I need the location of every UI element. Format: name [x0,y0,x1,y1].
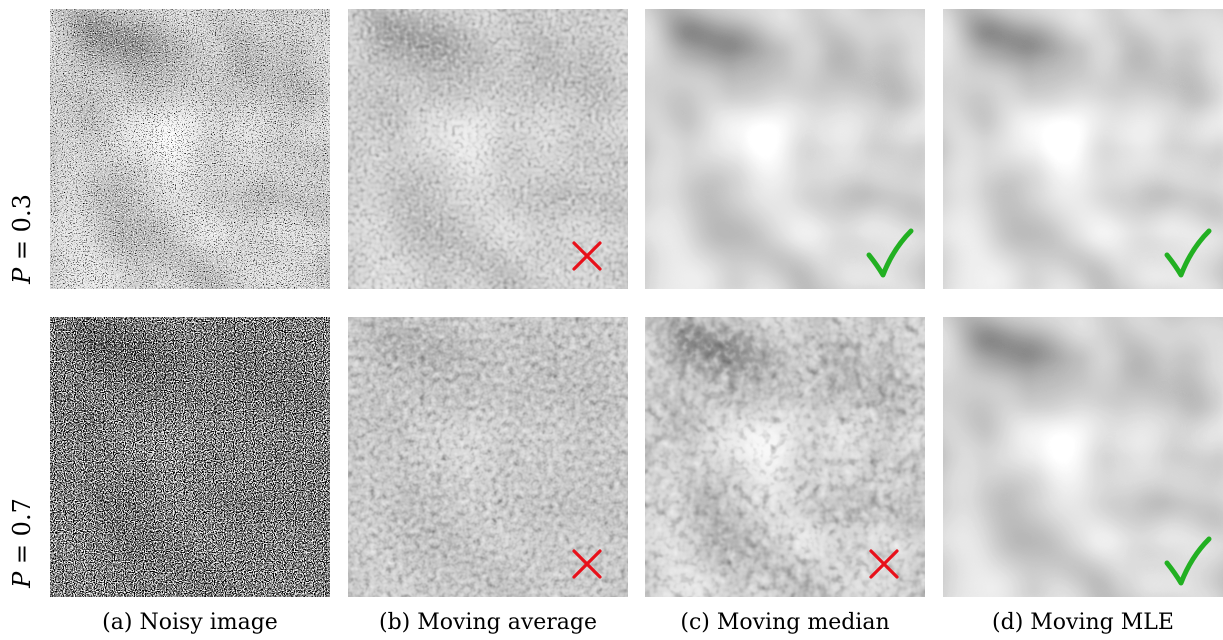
row-label-p07: P = 0.7 [8,498,36,588]
row-label-p03: P = 0.3 [8,194,36,284]
image-noisy-p07 [50,317,330,597]
image-noisy-p03 [50,9,330,289]
image-moving-average-p07 [348,317,628,597]
caption-noisy-image: (a) Noisy image [102,610,278,635]
caption-moving-mle: (d) Moving MLE [992,610,1174,635]
image-moving-median-p03 [645,9,925,289]
caption-moving-average: (b) Moving average [378,610,598,635]
image-moving-average-p03 [348,9,628,289]
caption-moving-median: (c) Moving median [680,610,890,635]
image-moving-mle-p07 [943,317,1223,597]
image-moving-median-p07 [645,317,925,597]
image-moving-mle-p03 [943,9,1223,289]
